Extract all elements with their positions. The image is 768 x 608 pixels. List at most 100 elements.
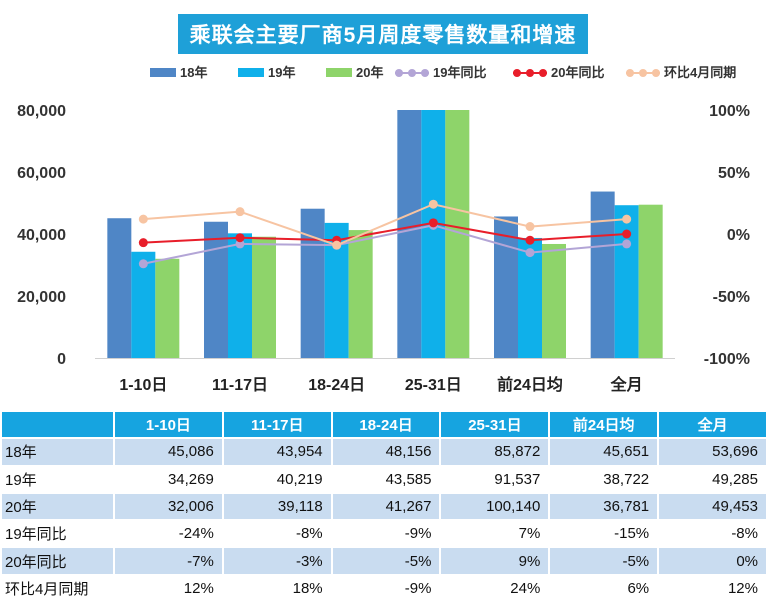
row-label: 环比4月同期 xyxy=(0,573,115,604)
x-tick-label: 11-17日 xyxy=(212,376,268,394)
legend-marker xyxy=(626,69,634,77)
legend-swatch xyxy=(326,68,352,77)
legend-label: 19年同比 xyxy=(433,65,486,80)
y-right-tick-label: 100% xyxy=(709,103,750,120)
column-header: 1-10日 xyxy=(113,409,224,440)
series-point xyxy=(235,207,245,217)
legend-label: 环比4月同期 xyxy=(664,65,736,80)
table-cell: 91,537 xyxy=(439,464,551,494)
bar xyxy=(155,258,180,358)
table-cell: 6% xyxy=(548,573,660,604)
x-tick-label: 18-24日 xyxy=(308,376,365,394)
table-cell: -5% xyxy=(548,546,660,576)
series-point xyxy=(428,218,438,228)
table-header-row: 1-10日 11-17日 18-24日 25-31日 前24日均 全月 xyxy=(0,409,768,440)
table-row: 19年 34,269 40,219 43,585 91,537 38,722 49,285 xyxy=(0,464,768,494)
legend-label: 18年 xyxy=(180,65,207,80)
y-right-tick-label: 50% xyxy=(718,165,750,182)
table-cell: 49,453 xyxy=(657,491,768,522)
table-cell: -9% xyxy=(330,519,442,549)
table-row: 18年 45,086 43,954 48,156 85,872 45,651 53,696 xyxy=(0,437,768,467)
column-header: 25-31日 xyxy=(439,409,551,440)
series-line xyxy=(143,203,627,247)
chart-title: 乘联会主要厂商5月周度零售数量和增速 xyxy=(178,14,588,54)
series-point xyxy=(525,222,535,232)
row-label: 18年 xyxy=(0,437,115,467)
y-right-tick-label: -100% xyxy=(704,351,750,368)
table-corner xyxy=(0,409,115,440)
series-point xyxy=(428,199,438,209)
series-point xyxy=(235,239,245,249)
series-point xyxy=(622,229,632,239)
legend-marker xyxy=(421,69,429,77)
bar xyxy=(107,218,132,358)
series-line xyxy=(143,221,627,244)
series-point xyxy=(332,240,342,250)
series-point xyxy=(622,214,632,224)
legend-marker xyxy=(395,69,403,77)
table-cell: -5% xyxy=(330,546,442,576)
table-cell: 43,585 xyxy=(330,464,442,494)
table-cell: 53,696 xyxy=(657,437,768,467)
table-cell: -8% xyxy=(221,519,333,549)
legend-swatch xyxy=(150,68,176,77)
data-table: 1-10日 11-17日 18-24日 25-31日 前24日均 全月 18年 4… xyxy=(0,409,768,604)
table-cell: 7% xyxy=(439,519,551,549)
legend-marker xyxy=(539,69,547,77)
row-label: 20年 xyxy=(0,491,115,522)
bar xyxy=(348,230,373,358)
row-label: 19年同比 xyxy=(0,519,115,549)
series-point xyxy=(525,235,535,245)
y-left-tick-label: 40,000 xyxy=(17,227,66,244)
y-right-tick-label: -50% xyxy=(713,289,750,306)
bar xyxy=(638,204,663,358)
legend-label: 20年 xyxy=(356,65,383,80)
x-tick-label: 1-10日 xyxy=(119,376,167,394)
table-cell: 48,156 xyxy=(330,437,442,467)
x-tick-label: 全月 xyxy=(610,375,643,394)
table-cell: 12% xyxy=(657,573,768,604)
table-row: 20年 32,006 39,118 41,267 100,140 36,781 49,453 xyxy=(0,491,768,522)
table-cell: 12% xyxy=(113,573,224,604)
table-cell: 40,219 xyxy=(221,464,333,494)
row-label: 20年同比 xyxy=(0,546,115,576)
column-header: 11-17日 xyxy=(221,409,333,440)
table-cell: -8% xyxy=(657,519,768,549)
bar xyxy=(131,251,156,358)
x-tick-label: 25-31日 xyxy=(405,376,462,394)
table-cell: 85,872 xyxy=(439,437,551,467)
bar xyxy=(590,191,615,358)
series-point xyxy=(525,248,535,258)
table-cell: 38,722 xyxy=(548,464,660,494)
table-cell: 34,269 xyxy=(113,464,224,494)
table-row: 环比4月同期 12% 18% -9% 24% 6% 12% xyxy=(0,573,768,604)
table-row: 20年同比 -7% -3% -5% 9% -5% 0% xyxy=(0,546,768,576)
column-header: 全月 xyxy=(657,409,768,440)
legend-marker xyxy=(513,69,521,77)
bar xyxy=(421,110,446,358)
y-left-tick-label: 20,000 xyxy=(17,289,66,306)
table-cell: 100,140 xyxy=(439,491,551,522)
series-point xyxy=(138,214,148,224)
table-cell: 24% xyxy=(439,573,551,604)
column-header: 18-24日 xyxy=(330,409,442,440)
row-label: 19年 xyxy=(0,464,115,494)
bar xyxy=(542,243,566,358)
table-cell: 45,086 xyxy=(113,437,224,467)
bar xyxy=(252,236,276,358)
table-row: 19年同比 -24% -8% -9% 7% -15% -8% xyxy=(0,519,768,549)
legend-marker xyxy=(652,69,660,77)
combo-chart: 0 20,000 40,000 60,000 80,000 -100% -50% 0% 50% 1… xyxy=(17,65,750,394)
table-cell: 41,267 xyxy=(330,491,442,522)
bar xyxy=(518,237,542,358)
table-cell: -24% xyxy=(113,519,224,549)
table-cell: 45,651 xyxy=(548,437,660,467)
table-cell: -9% xyxy=(330,573,442,604)
y-left-tick-label: 60,000 xyxy=(17,165,66,182)
table-cell: 39,118 xyxy=(221,491,333,522)
bar xyxy=(204,221,228,358)
bar xyxy=(494,216,518,358)
legend-marker xyxy=(408,69,416,77)
legend-swatch xyxy=(238,68,264,77)
